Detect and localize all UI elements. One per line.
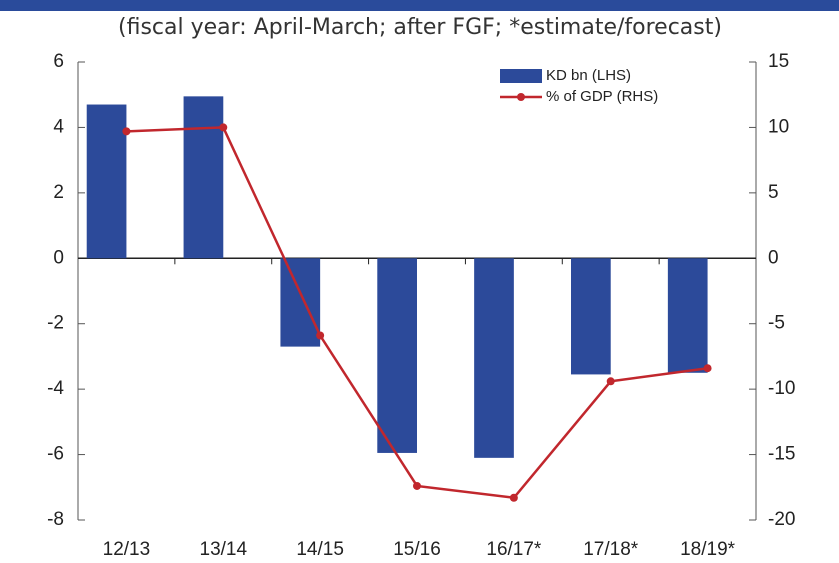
legend-swatch: [500, 69, 542, 83]
bar: [183, 96, 224, 259]
y2-tick-label: 15: [768, 51, 789, 72]
y2-tick-label: -5: [768, 313, 785, 334]
x-tick-label: 18/19*: [680, 539, 736, 560]
y2-tick-label: 5: [768, 182, 779, 203]
line-marker: [606, 377, 615, 386]
line-marker: [219, 123, 228, 132]
line-marker: [316, 331, 325, 340]
legend-label: KD bn (LHS): [546, 67, 631, 84]
legend-swatch: [517, 93, 525, 101]
legend-label: % of GDP (RHS): [546, 88, 658, 105]
bar: [280, 258, 321, 347]
bar: [571, 258, 611, 375]
bar: [667, 258, 708, 373]
y2-tick-label: 0: [768, 247, 779, 268]
y-tick-label: -2: [47, 313, 64, 334]
bar: [474, 258, 514, 458]
y2-tick-label: -20: [768, 509, 795, 530]
x-tick-label: 15/16: [393, 539, 441, 560]
x-tick-label: 14/15: [296, 539, 344, 560]
chart-subtitle: (fiscal year: April-March; after FGF; *e…: [118, 15, 722, 40]
y2-tick-label: -15: [768, 444, 795, 465]
y-tick-label: 0: [53, 247, 64, 268]
x-tick-label: 13/14: [200, 539, 248, 560]
line-marker: [703, 364, 712, 373]
y2-tick-label: 10: [768, 116, 789, 137]
bar: [86, 104, 127, 259]
line-marker: [122, 127, 131, 136]
x-tick-label: 12/13: [103, 539, 151, 560]
y-tick-label: 2: [53, 182, 64, 203]
x-tick-label: 16/17*: [486, 539, 542, 560]
line-marker: [413, 481, 421, 490]
bar: [377, 258, 417, 453]
y2-tick-label: -10: [768, 378, 795, 399]
x-tick-label: 17/18*: [583, 539, 639, 560]
y-tick-label: 4: [53, 116, 64, 137]
y-tick-label: -8: [47, 509, 64, 530]
y-tick-label: -6: [47, 444, 64, 465]
line-marker: [509, 493, 518, 502]
y-tick-label: 6: [53, 51, 64, 72]
header-band: [0, 0, 839, 11]
y-tick-label: -4: [47, 378, 64, 399]
